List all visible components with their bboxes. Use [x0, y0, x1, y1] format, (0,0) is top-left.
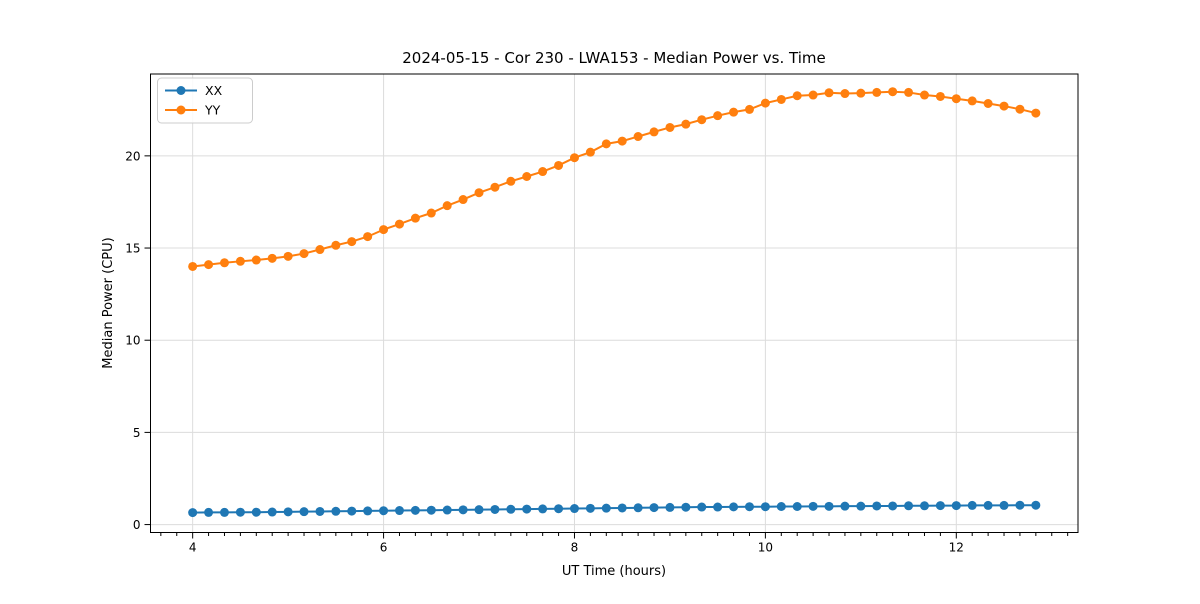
svg-text:20: 20	[125, 149, 140, 163]
svg-text:10: 10	[758, 541, 773, 555]
x-axis-ticks	[160, 532, 1069, 539]
x-axis-label: UT Time (hours)	[562, 564, 666, 579]
gridlines	[150, 74, 1078, 533]
svg-text:15: 15	[125, 242, 140, 256]
svg-text:10: 10	[125, 334, 140, 348]
y-tick-labels: 0 5 10 15 20	[125, 149, 140, 532]
svg-text:6: 6	[380, 541, 388, 555]
series-yy-markers	[188, 87, 1041, 271]
series-xx-markers	[188, 500, 1041, 518]
plot-area: 4 6 8 10 12 0 5 10 15 20 XX YY	[125, 73, 1079, 555]
svg-text:12: 12	[949, 541, 964, 555]
y-axis-ticks	[144, 155, 151, 526]
svg-text:4: 4	[189, 541, 197, 555]
legend-entry-yy: YY	[165, 103, 221, 118]
legend-entry-xx: XX	[165, 83, 223, 98]
series-yy	[188, 87, 1041, 271]
axes-frame	[150, 73, 1079, 533]
x-tick-labels: 4 6 8 10 12	[189, 541, 964, 555]
legend-label-xx: XX	[205, 83, 223, 98]
legend: XX YY	[157, 77, 253, 124]
svg-text:5: 5	[133, 426, 141, 440]
y-axis-label: Median Power (CPU)	[101, 237, 116, 368]
chart-title: 2024-05-15 - Cor 230 - LWA153 - Median P…	[402, 49, 826, 67]
svg-text:0: 0	[133, 518, 141, 532]
legend-label-yy: YY	[204, 103, 221, 118]
series-xx	[188, 500, 1041, 518]
svg-text:8: 8	[571, 541, 579, 555]
